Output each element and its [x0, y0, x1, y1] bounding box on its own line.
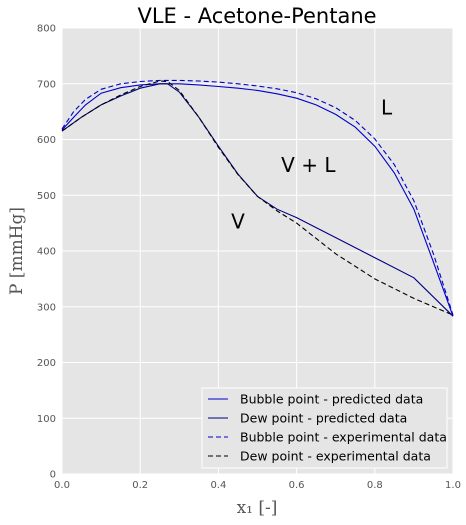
grid-lines	[61, 27, 454, 475]
x-tick-label: 0.8	[367, 480, 383, 491]
y-axis-label: P [mmHg]	[7, 207, 27, 295]
legend-label: Dew point - experimental data	[240, 449, 431, 464]
y-tick-label: 300	[37, 302, 56, 313]
y-tick-label: 600	[37, 135, 56, 146]
legend: Bubble point - predicted data Dew point -…	[201, 387, 448, 469]
tick-labels: 0.0 0.2 0.4 0.6 0.8 1.0 0 100 200 300 400 500 600 700…	[37, 24, 461, 492]
annotation-label: V	[231, 210, 245, 234]
data-series	[61, 79, 454, 317]
annotation-label: V + L	[281, 153, 336, 177]
y-tick-label: 400	[37, 247, 56, 258]
legend-label: Bubble point - predicted data	[240, 392, 423, 407]
legend-box	[201, 387, 448, 469]
x-tick-label: 1.0	[445, 480, 461, 491]
x-tick-label: 0.4	[210, 480, 226, 491]
legend-label: Bubble point - experimental data	[240, 430, 447, 445]
y-tick-label: 200	[37, 358, 56, 369]
series-line-1	[61, 83, 454, 317]
x-tick-label: 0.6	[289, 480, 305, 491]
x-tick-label: 0.0	[54, 480, 70, 491]
y-tick-label: 100	[37, 414, 56, 425]
y-tick-label: 500	[37, 191, 56, 202]
annotation-label: L	[381, 95, 393, 119]
region-annotations: L V + L V	[231, 95, 393, 233]
y-tick-label: 800	[37, 24, 56, 35]
chart-title: VLE - Acetone-Pentane	[137, 4, 376, 28]
series-line-3	[61, 79, 454, 316]
y-tick-label: 700	[37, 79, 56, 90]
y-tick-label: 0	[50, 470, 56, 481]
legend-label: Dew point - predicted data	[240, 411, 407, 426]
x-tick-label: 0.2	[132, 480, 148, 491]
series-line-2	[61, 83, 454, 317]
x-axis-label: x₁ [-]	[237, 498, 278, 518]
series-line-4	[61, 80, 454, 316]
